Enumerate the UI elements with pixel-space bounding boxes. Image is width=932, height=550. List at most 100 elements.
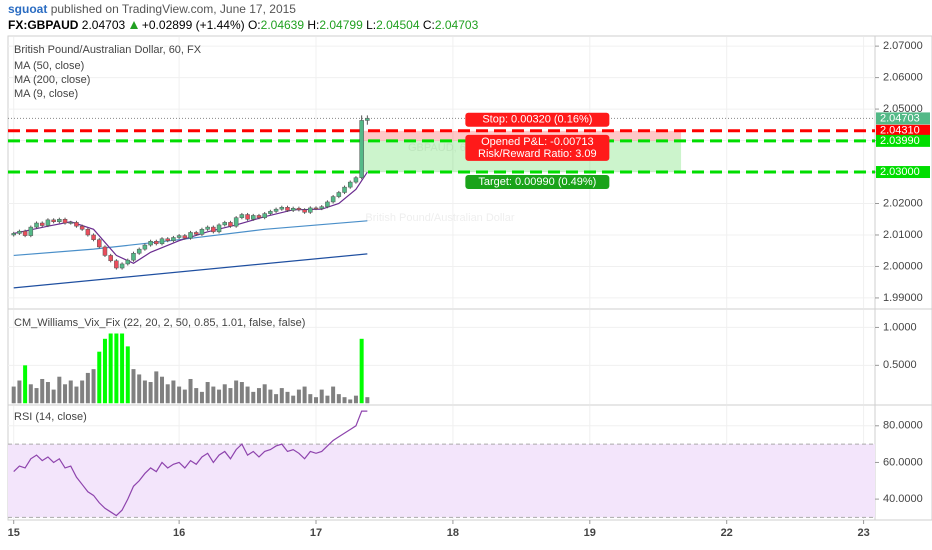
y-tick-label: 2.00000	[883, 260, 923, 272]
candle-body	[28, 226, 34, 236]
bar	[137, 374, 142, 404]
candle-body	[262, 213, 267, 218]
candle-body	[131, 252, 136, 261]
label: C:	[422, 18, 435, 32]
candle-body	[302, 209, 307, 213]
candle-body	[256, 215, 262, 218]
candle-body	[39, 222, 45, 226]
position-label-box	[465, 175, 610, 190]
x-tick-label: 15	[8, 527, 20, 539]
candle-body	[308, 207, 313, 213]
bar	[177, 386, 182, 404]
bar	[245, 386, 250, 404]
candle-body	[125, 259, 131, 265]
bar	[205, 382, 210, 404]
bar	[97, 351, 102, 404]
bar	[11, 386, 16, 404]
ma-line	[13, 220, 368, 257]
bar	[108, 333, 113, 404]
bar	[325, 395, 330, 404]
bar	[234, 380, 239, 404]
up-arrow	[129, 21, 138, 29]
position-label-box	[465, 134, 610, 161]
candle-body	[205, 226, 210, 230]
bar	[365, 397, 370, 404]
level-label-box	[876, 166, 930, 179]
header: sguoat published on TradingView.com, Jun…	[8, 1, 478, 33]
position-label: Target: 0.00990 (0.49%)	[478, 176, 596, 188]
candle-body	[285, 207, 290, 211]
watermark: GBPAUD, 60	[408, 142, 472, 154]
level-label-box	[876, 124, 930, 137]
candle-body	[347, 181, 353, 188]
pane-title: RSI (14, close)	[14, 411, 87, 423]
header-line: FX:GBPAUD 2.04703 +0.02899 (+1.44%) O:2.…	[8, 17, 478, 33]
bar	[142, 380, 147, 404]
level-label: 2.03990	[880, 135, 920, 147]
value: 2.04703	[434, 18, 479, 32]
y-tick-label: 1.99000	[883, 292, 923, 304]
level-label-box	[876, 134, 930, 147]
candle-body	[330, 196, 336, 203]
bar	[63, 384, 68, 404]
candle-body	[79, 225, 85, 230]
candle-body	[211, 226, 216, 233]
bar	[34, 388, 39, 404]
bar	[114, 333, 119, 404]
bar	[262, 384, 267, 404]
bar	[314, 397, 319, 404]
candle-body	[34, 222, 39, 228]
candle-body	[17, 230, 22, 234]
bar	[308, 394, 313, 404]
change: +0.02899 (+1.44%)	[141, 18, 245, 32]
x-tick-label: 17	[310, 527, 322, 539]
position-label: Risk/Reward Ratio: 3.09	[478, 148, 597, 160]
candle-body	[313, 207, 319, 210]
candle-body	[165, 238, 170, 241]
level-label: 2.03000	[880, 166, 920, 178]
ma-line	[13, 253, 368, 289]
bar	[285, 391, 290, 404]
candle-body	[359, 120, 364, 178]
candle-body	[268, 211, 273, 214]
bar	[45, 382, 50, 404]
candle-body	[245, 214, 250, 220]
bar	[80, 380, 85, 404]
bar	[274, 394, 279, 404]
candle-body	[114, 260, 119, 269]
candle-body	[119, 263, 125, 269]
y-tick-label: 2.05000	[883, 103, 923, 115]
candle-body	[68, 222, 73, 224]
author[interactable]: sguoat	[8, 2, 48, 16]
bar	[336, 394, 341, 404]
candle-body	[148, 241, 153, 246]
bar	[131, 369, 136, 404]
published: published on TradingView.com, June 17, 2…	[50, 2, 296, 16]
candle-body	[142, 244, 148, 250]
bar	[57, 376, 62, 404]
bar	[279, 388, 284, 404]
candle-body	[11, 233, 16, 236]
candle-body	[154, 241, 159, 245]
bar	[74, 386, 79, 404]
candle-body	[199, 229, 205, 235]
y-tick-label: 80.0000	[883, 420, 923, 432]
candle-body	[228, 222, 233, 227]
candle-body	[51, 219, 56, 223]
bar	[239, 382, 244, 404]
level-label: 2.04310	[880, 125, 920, 137]
bar	[154, 371, 159, 404]
x-tick-label: 23	[857, 527, 869, 539]
header-line: sguoat published on TradingView.com, Jun…	[8, 1, 478, 17]
symbol: FX:GBPAUD	[8, 18, 79, 32]
bar	[160, 376, 165, 404]
candle-body	[171, 237, 176, 241]
x-tick-label: 16	[173, 527, 185, 539]
watermark: British Pound/Australian Dollar	[365, 212, 515, 224]
bar	[85, 372, 90, 404]
bar	[17, 380, 22, 404]
legend-entry: MA (50, close)	[14, 60, 84, 72]
label: O:	[247, 18, 261, 32]
candle-body	[97, 239, 102, 248]
